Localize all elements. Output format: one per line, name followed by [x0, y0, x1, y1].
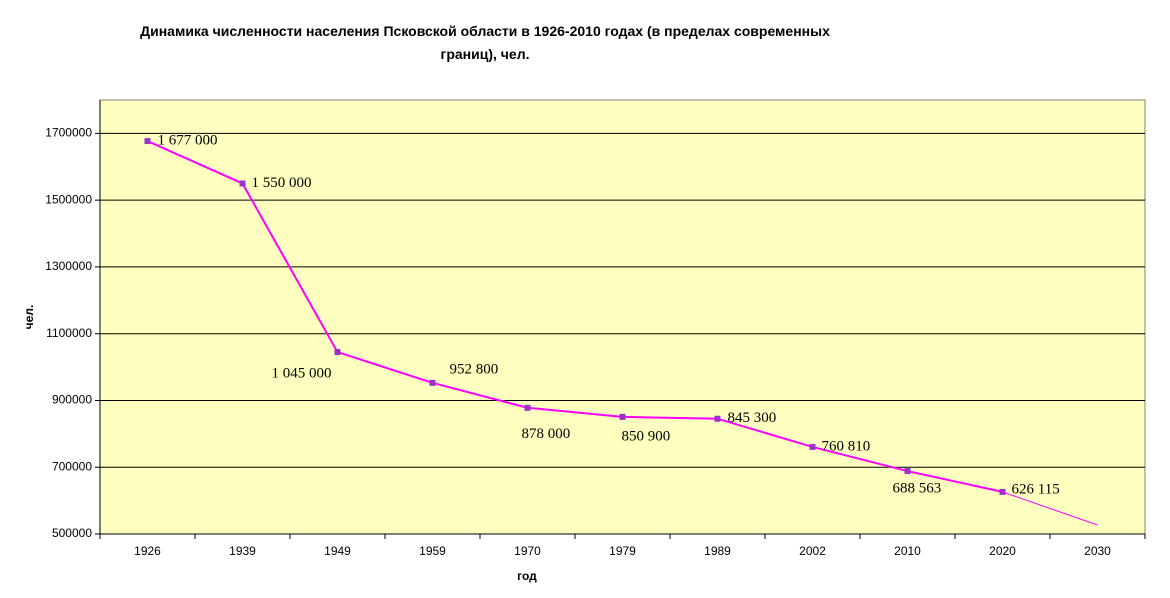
data-label: 626 115 [1012, 481, 1060, 497]
plot-area [99, 99, 1146, 535]
marker [429, 379, 436, 386]
x-tick-label: 1939 [229, 544, 256, 558]
x-tick-label: 1979 [609, 544, 636, 558]
marker [714, 415, 721, 422]
x-tick-label: 2020 [989, 544, 1016, 558]
data-label: 878 000 [522, 426, 571, 442]
y-tick-label: 900000 [52, 393, 92, 407]
y-tick-label: 1500000 [45, 192, 92, 206]
y-tick-label: 500000 [52, 526, 92, 540]
x-tick-label: 1949 [324, 544, 351, 558]
marker [809, 443, 816, 450]
data-label: 760 810 [822, 438, 871, 454]
x-tick-label: 2030 [1084, 544, 1111, 558]
x-axis-label: год [517, 569, 537, 583]
x-tick-label: 2002 [799, 544, 826, 558]
x-tick-label: 1926 [134, 544, 161, 558]
chart-title: Динамика численности населения Псковской… [140, 23, 830, 62]
data-label: 1 045 000 [272, 365, 332, 381]
marker [334, 349, 341, 356]
marker [239, 180, 246, 187]
y-axis-label: чел. [22, 305, 36, 330]
line [147, 140, 1003, 493]
marker [144, 138, 151, 145]
marker [619, 413, 626, 420]
y-tick-label: 1700000 [45, 126, 92, 140]
data-label: 850 900 [622, 428, 671, 444]
y-tick-label: 1100000 [46, 326, 92, 340]
x-tick-label: 1970 [514, 544, 541, 558]
data-label: 1 550 000 [252, 175, 312, 191]
x-tick-label: 1959 [419, 544, 446, 558]
marker [904, 468, 911, 475]
line [1002, 491, 1098, 526]
y-tick-label: 700000 [52, 459, 92, 473]
data-label: 952 800 [450, 361, 499, 377]
marker [524, 404, 531, 411]
data-label: 688 563 [893, 480, 942, 496]
x-tick-label: 1989 [704, 544, 731, 558]
x-tick-label: 2010 [894, 544, 921, 558]
y-tick-label: 1300000 [45, 259, 92, 273]
data-label: 845 300 [728, 410, 777, 426]
data-label: 1 677 000 [158, 133, 218, 149]
